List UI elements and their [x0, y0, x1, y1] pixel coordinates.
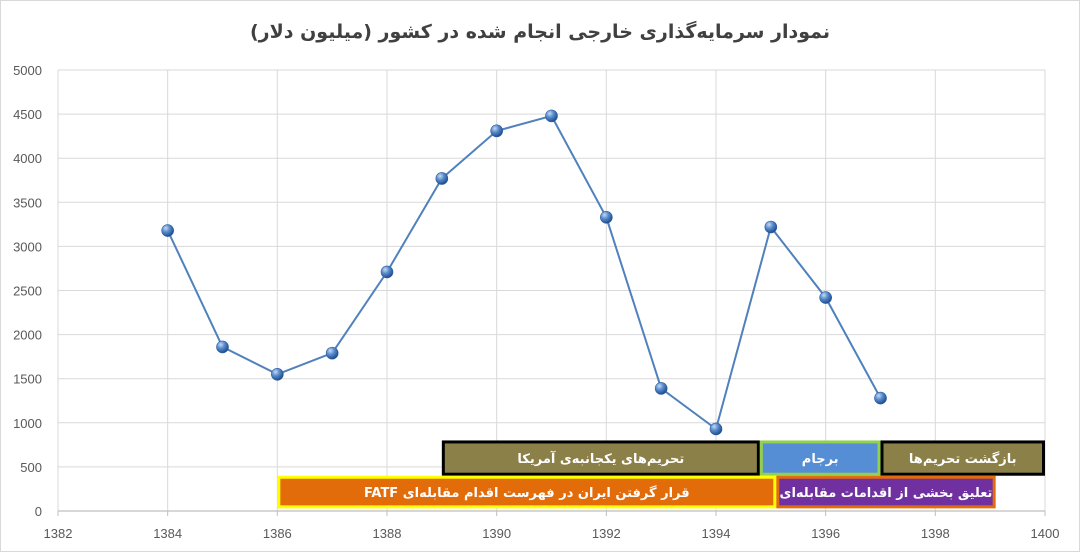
data-point — [435, 172, 449, 185]
y-tick-label: 3000 — [13, 239, 42, 254]
data-point — [874, 391, 887, 405]
period-annotation-box — [880, 440, 1045, 476]
data-point — [545, 109, 558, 123]
period-annotation-box — [277, 475, 777, 509]
series-points — [161, 109, 887, 436]
period-annotation-box — [441, 440, 760, 476]
x-tick-label: 1386 — [263, 526, 292, 541]
data-point — [380, 265, 394, 279]
series-line-path — [166, 114, 882, 431]
series-line — [166, 114, 882, 431]
data-point — [161, 224, 174, 237]
period-annotations: تحریم‌های یکجانبه‌ی آمریکا برجام بازگشت تح… — [277, 440, 1045, 509]
period-annotation: بازگشت تحریم‌ها — [880, 440, 1045, 476]
y-tick-label: 2000 — [13, 328, 42, 343]
x-tick-label: 1396 — [811, 526, 840, 541]
data-point — [819, 291, 832, 304]
y-tick-label: 1500 — [13, 372, 42, 387]
y-tick-label: 1000 — [13, 416, 42, 431]
data-point — [764, 220, 778, 234]
period-annotation: تحریم‌های یکجانبه‌ی آمریکا — [441, 440, 760, 476]
period-annotation: قرار گرفتن ایران در فهرست اقدام مقابله‌ا… — [277, 475, 777, 509]
x-tick-label: 1382 — [44, 526, 73, 541]
period-annotation-label: تحریم‌های یکجانبه‌ی آمریکا — [517, 450, 684, 467]
y-tick-label: 2500 — [13, 284, 42, 299]
period-annotation-label: بازگشت تحریم‌ها — [909, 451, 1017, 467]
y-tick-label: 3500 — [13, 195, 42, 210]
period-annotation-box — [776, 475, 996, 509]
data-point — [325, 346, 339, 360]
y-tick-label: 500 — [20, 460, 42, 475]
period-annotation-label: تعلیق بخشی از اقدامات مقابله‌ای — [780, 486, 993, 501]
data-point — [600, 210, 613, 224]
x-tick-label: 1400 — [1031, 526, 1060, 541]
y-tick-label: 4000 — [13, 151, 42, 166]
x-tick-label: 1390 — [482, 526, 511, 541]
data-point — [709, 422, 723, 436]
y-tick-label: 0 — [35, 504, 42, 519]
period-annotation: برجام — [759, 440, 881, 476]
period-annotation-box — [759, 440, 881, 476]
period-annotation-label: برجام — [802, 452, 839, 467]
period-annotation: تعلیق بخشی از اقدامات مقابله‌ای — [776, 475, 996, 509]
y-tick-label: 5000 — [13, 63, 42, 78]
axes: 0 500 1000 1500 2000 2500 3000 3500 4000 4500 5000… — [13, 63, 1059, 541]
data-point — [271, 367, 284, 381]
chart-title: نمودار سرمایه‌گذاری خارجی انجام شده در ک… — [250, 20, 830, 43]
data-point — [490, 124, 503, 138]
period-annotation-label: قرار گرفتن ایران در فهرست اقدام مقابله‌ا… — [364, 485, 690, 501]
data-point — [654, 382, 668, 395]
x-tick-label: 1392 — [592, 526, 621, 541]
x-tick-label: 1384 — [153, 526, 182, 541]
data-point — [216, 340, 229, 354]
x-tick-label: 1388 — [373, 526, 402, 541]
x-tick-label: 1398 — [921, 526, 950, 541]
y-tick-label: 4500 — [13, 107, 42, 122]
x-tick-label: 1394 — [702, 526, 731, 541]
